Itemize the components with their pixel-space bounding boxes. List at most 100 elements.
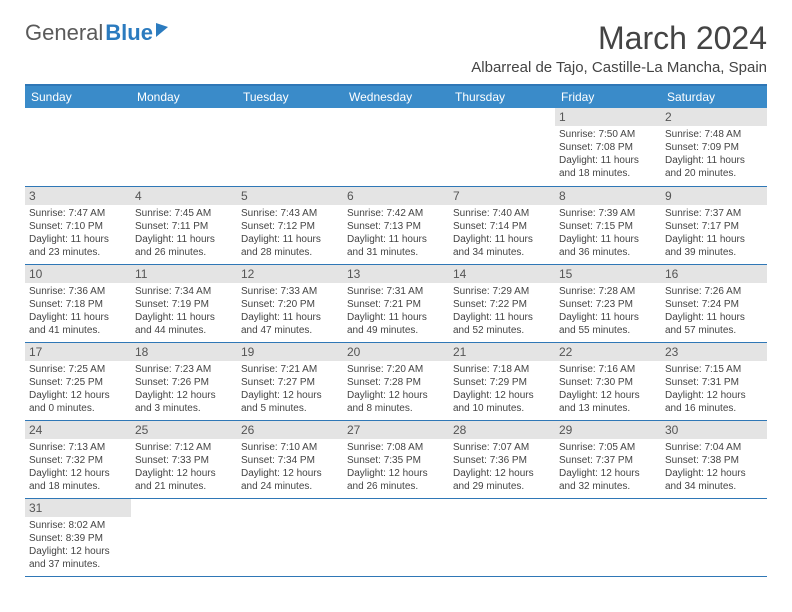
daylight-line: Daylight: 11 hours and 47 minutes. [241,311,339,337]
logo: GeneralBlue [25,20,168,46]
sunset-line: Sunset: 7:25 PM [29,376,127,389]
day-number: 22 [555,343,661,361]
day-number: 6 [343,187,449,205]
sunset-line: Sunset: 7:15 PM [559,220,657,233]
day-details: Sunrise: 7:42 AMSunset: 7:13 PMDaylight:… [343,205,449,263]
sunrise-line: Sunrise: 7:40 AM [453,207,551,220]
day-number: 7 [449,187,555,205]
sunrise-line: Sunrise: 7:12 AM [135,441,233,454]
day-number: 4 [131,187,237,205]
daylight-line: Daylight: 12 hours and 26 minutes. [347,467,445,493]
day-details: Sunrise: 7:33 AMSunset: 7:20 PMDaylight:… [237,283,343,341]
day-details: Sunrise: 7:43 AMSunset: 7:12 PMDaylight:… [237,205,343,263]
day-details: Sunrise: 7:48 AMSunset: 7:09 PMDaylight:… [661,126,767,184]
day-details: Sunrise: 7:08 AMSunset: 7:35 PMDaylight:… [343,439,449,497]
daylight-line: Daylight: 12 hours and 0 minutes. [29,389,127,415]
day-number: 2 [661,108,767,126]
day-details: Sunrise: 7:04 AMSunset: 7:38 PMDaylight:… [661,439,767,497]
sunset-line: Sunset: 7:33 PM [135,454,233,467]
day-number: 11 [131,265,237,283]
empty-cell [131,498,237,576]
day-cell: 12Sunrise: 7:33 AMSunset: 7:20 PMDayligh… [237,264,343,342]
sunrise-line: Sunrise: 7:23 AM [135,363,233,376]
day-cell: 4Sunrise: 7:45 AMSunset: 7:11 PMDaylight… [131,186,237,264]
day-details: Sunrise: 7:40 AMSunset: 7:14 PMDaylight:… [449,205,555,263]
day-cell: 26Sunrise: 7:10 AMSunset: 7:34 PMDayligh… [237,420,343,498]
sunset-line: Sunset: 7:20 PM [241,298,339,311]
day-number: 5 [237,187,343,205]
weekday-header: Monday [131,85,237,108]
sunset-line: Sunset: 7:28 PM [347,376,445,389]
sunset-line: Sunset: 7:38 PM [665,454,763,467]
day-number: 31 [25,499,131,517]
logo-text-general: General [25,20,103,46]
sunset-line: Sunset: 8:39 PM [29,532,127,545]
sunset-line: Sunset: 7:31 PM [665,376,763,389]
day-cell: 7Sunrise: 7:40 AMSunset: 7:14 PMDaylight… [449,186,555,264]
sunrise-line: Sunrise: 7:34 AM [135,285,233,298]
sunrise-line: Sunrise: 7:48 AM [665,128,763,141]
day-number: 23 [661,343,767,361]
day-details: Sunrise: 7:28 AMSunset: 7:23 PMDaylight:… [555,283,661,341]
day-number: 30 [661,421,767,439]
daylight-line: Daylight: 11 hours and 41 minutes. [29,311,127,337]
day-details: Sunrise: 7:36 AMSunset: 7:18 PMDaylight:… [25,283,131,341]
daylight-line: Daylight: 11 hours and 39 minutes. [665,233,763,259]
sunrise-line: Sunrise: 7:18 AM [453,363,551,376]
sunset-line: Sunset: 7:13 PM [347,220,445,233]
calendar-table: SundayMondayTuesdayWednesdayThursdayFrid… [25,84,767,577]
daylight-line: Daylight: 12 hours and 32 minutes. [559,467,657,493]
daylight-line: Daylight: 12 hours and 3 minutes. [135,389,233,415]
sunset-line: Sunset: 7:19 PM [135,298,233,311]
daylight-line: Daylight: 12 hours and 18 minutes. [29,467,127,493]
day-details: Sunrise: 7:12 AMSunset: 7:33 PMDaylight:… [131,439,237,497]
weekday-header: Thursday [449,85,555,108]
day-cell: 3Sunrise: 7:47 AMSunset: 7:10 PMDaylight… [25,186,131,264]
calendar-week-row: 31Sunrise: 8:02 AMSunset: 8:39 PMDayligh… [25,498,767,576]
sunrise-line: Sunrise: 7:04 AM [665,441,763,454]
empty-cell [25,108,131,186]
day-number: 25 [131,421,237,439]
daylight-line: Daylight: 11 hours and 34 minutes. [453,233,551,259]
calendar-week-row: 10Sunrise: 7:36 AMSunset: 7:18 PMDayligh… [25,264,767,342]
weekday-header: Wednesday [343,85,449,108]
day-number: 28 [449,421,555,439]
day-details: Sunrise: 7:13 AMSunset: 7:32 PMDaylight:… [25,439,131,497]
sunset-line: Sunset: 7:14 PM [453,220,551,233]
sunset-line: Sunset: 7:30 PM [559,376,657,389]
sunrise-line: Sunrise: 7:29 AM [453,285,551,298]
day-cell: 8Sunrise: 7:39 AMSunset: 7:15 PMDaylight… [555,186,661,264]
day-cell: 31Sunrise: 8:02 AMSunset: 8:39 PMDayligh… [25,498,131,576]
day-cell: 2Sunrise: 7:48 AMSunset: 7:09 PMDaylight… [661,108,767,186]
day-number: 15 [555,265,661,283]
empty-cell [555,498,661,576]
day-details: Sunrise: 7:50 AMSunset: 7:08 PMDaylight:… [555,126,661,184]
empty-cell [343,498,449,576]
sunrise-line: Sunrise: 7:16 AM [559,363,657,376]
sunset-line: Sunset: 7:24 PM [665,298,763,311]
sunset-line: Sunset: 7:26 PM [135,376,233,389]
sunrise-line: Sunrise: 7:07 AM [453,441,551,454]
day-number: 3 [25,187,131,205]
sunset-line: Sunset: 7:35 PM [347,454,445,467]
sunrise-line: Sunrise: 7:26 AM [665,285,763,298]
day-cell: 30Sunrise: 7:04 AMSunset: 7:38 PMDayligh… [661,420,767,498]
day-cell: 10Sunrise: 7:36 AMSunset: 7:18 PMDayligh… [25,264,131,342]
daylight-line: Daylight: 11 hours and 20 minutes. [665,154,763,180]
sunset-line: Sunset: 7:12 PM [241,220,339,233]
day-details: Sunrise: 7:23 AMSunset: 7:26 PMDaylight:… [131,361,237,419]
day-cell: 27Sunrise: 7:08 AMSunset: 7:35 PMDayligh… [343,420,449,498]
location-subtitle: Albarreal de Tajo, Castille-La Mancha, S… [471,59,767,76]
sunrise-line: Sunrise: 7:36 AM [29,285,127,298]
day-details: Sunrise: 7:29 AMSunset: 7:22 PMDaylight:… [449,283,555,341]
sunrise-line: Sunrise: 7:08 AM [347,441,445,454]
day-cell: 25Sunrise: 7:12 AMSunset: 7:33 PMDayligh… [131,420,237,498]
sunset-line: Sunset: 7:36 PM [453,454,551,467]
daylight-line: Daylight: 11 hours and 44 minutes. [135,311,233,337]
day-number: 26 [237,421,343,439]
day-cell: 29Sunrise: 7:05 AMSunset: 7:37 PMDayligh… [555,420,661,498]
calendar-week-row: 17Sunrise: 7:25 AMSunset: 7:25 PMDayligh… [25,342,767,420]
logo-flag-icon [156,23,168,37]
sunset-line: Sunset: 7:21 PM [347,298,445,311]
daylight-line: Daylight: 12 hours and 5 minutes. [241,389,339,415]
